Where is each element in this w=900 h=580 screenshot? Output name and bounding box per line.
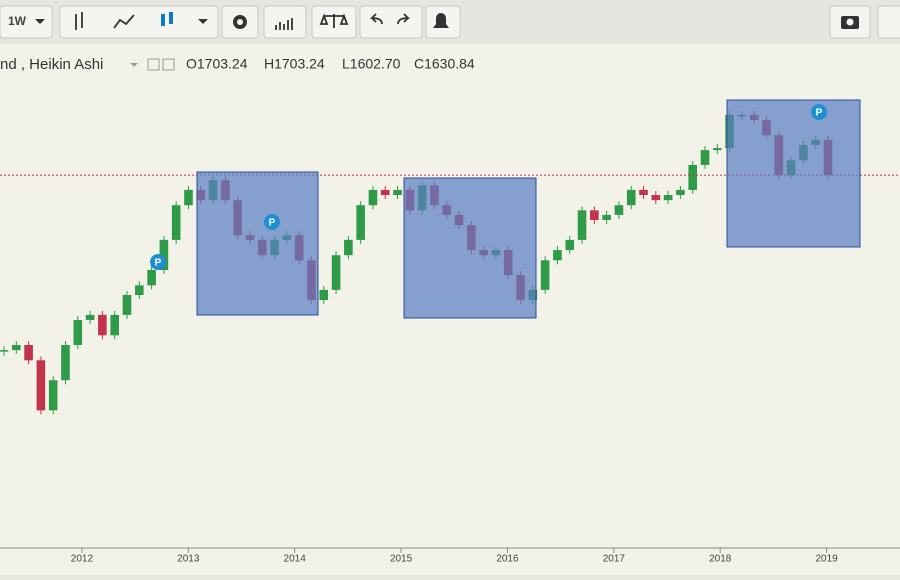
ohlc-open: O1703.24 <box>186 56 248 72</box>
candle-body <box>36 360 46 411</box>
x-tick-label: 2015 <box>390 554 413 565</box>
candle-body <box>110 314 119 336</box>
dropdown-arrow <box>198 19 208 24</box>
dropdown-arrow <box>35 19 45 24</box>
candle-body <box>565 239 575 251</box>
candle-body <box>614 205 624 215</box>
candle-body <box>639 189 648 195</box>
interval-button[interactable] <box>0 5 53 39</box>
interval-label: 1W <box>8 14 27 28</box>
candle-body <box>626 189 636 206</box>
candle-body <box>663 195 673 201</box>
line-icon <box>113 14 135 29</box>
candle-body <box>147 270 156 286</box>
chart-style-group[interactable] <box>59 5 219 39</box>
candle-body <box>11 345 21 351</box>
candle-body <box>98 314 107 336</box>
candle-body <box>380 189 390 195</box>
x-tick-label: 2017 <box>603 554 626 565</box>
candle-body <box>368 189 378 206</box>
undo-redo-group[interactable] <box>359 5 423 39</box>
redo-icon <box>397 13 411 25</box>
symbol-label: nd , Heikin Ashi <box>0 56 103 73</box>
candle-body <box>577 210 587 240</box>
candle-icon <box>169 12 173 24</box>
candle-body <box>331 255 341 290</box>
candle-body <box>590 210 599 220</box>
highlight-box <box>403 177 537 319</box>
candle-body <box>688 164 698 190</box>
ohlc-close: C1630.84 <box>414 56 475 72</box>
candle-body <box>602 214 611 220</box>
event-marker[interactable] <box>264 214 280 230</box>
undo-icon <box>369 13 383 25</box>
indicators-button[interactable] <box>263 5 307 39</box>
x-tick-label: 2018 <box>709 554 732 565</box>
ohlc-low: L1602.70 <box>342 56 401 72</box>
ohlc-high: H1703.24 <box>264 56 325 72</box>
candle-body <box>676 189 685 195</box>
candle-body <box>171 205 181 240</box>
event-marker-label: P <box>816 108 823 119</box>
visibility-icon[interactable] <box>147 58 160 71</box>
highlight-box <box>726 99 861 248</box>
x-tick-label: 2019 <box>815 554 838 565</box>
candle-body <box>651 195 661 201</box>
x-tick-label: 2014 <box>284 554 307 565</box>
candle-body <box>24 345 33 361</box>
highlight-box <box>196 171 319 316</box>
candle-body <box>319 289 329 301</box>
candle-body <box>713 148 722 151</box>
candle-body <box>393 189 402 195</box>
x-tick-label: 2013 <box>177 554 200 565</box>
event-marker[interactable] <box>811 104 827 120</box>
candle-body <box>61 345 70 381</box>
symbol-dropdown <box>130 63 138 67</box>
toolbar-buttons[interactable]: 1W <box>0 5 900 39</box>
candle-body <box>85 314 95 320</box>
candle-body <box>184 189 193 206</box>
candle-body <box>700 150 710 165</box>
candle-body <box>48 380 58 411</box>
candle-body <box>540 260 550 290</box>
candle-icon <box>161 14 165 26</box>
candle-body <box>159 239 169 270</box>
indicators-icon <box>275 18 293 30</box>
settings-icon-hole <box>237 19 243 25</box>
candle-body <box>122 295 132 315</box>
event-marker-label: P <box>269 218 276 229</box>
candle-body <box>553 250 562 261</box>
settings-icon[interactable] <box>162 58 175 71</box>
candle-body <box>134 285 144 295</box>
candle-body <box>344 239 353 256</box>
candle-body <box>356 205 365 240</box>
fullscreen-button[interactable] <box>877 5 900 39</box>
bars-icon <box>75 12 83 30</box>
alert-icon <box>433 13 449 28</box>
camera-lens <box>846 18 854 26</box>
x-tick-label: 2016 <box>496 554 519 565</box>
x-tick-label: 2012 <box>71 554 94 565</box>
candle-body <box>0 350 9 352</box>
event-marker-label: P <box>155 258 162 269</box>
event-marker[interactable] <box>150 254 166 270</box>
compare-icon <box>319 13 349 28</box>
candle-body <box>73 320 83 345</box>
